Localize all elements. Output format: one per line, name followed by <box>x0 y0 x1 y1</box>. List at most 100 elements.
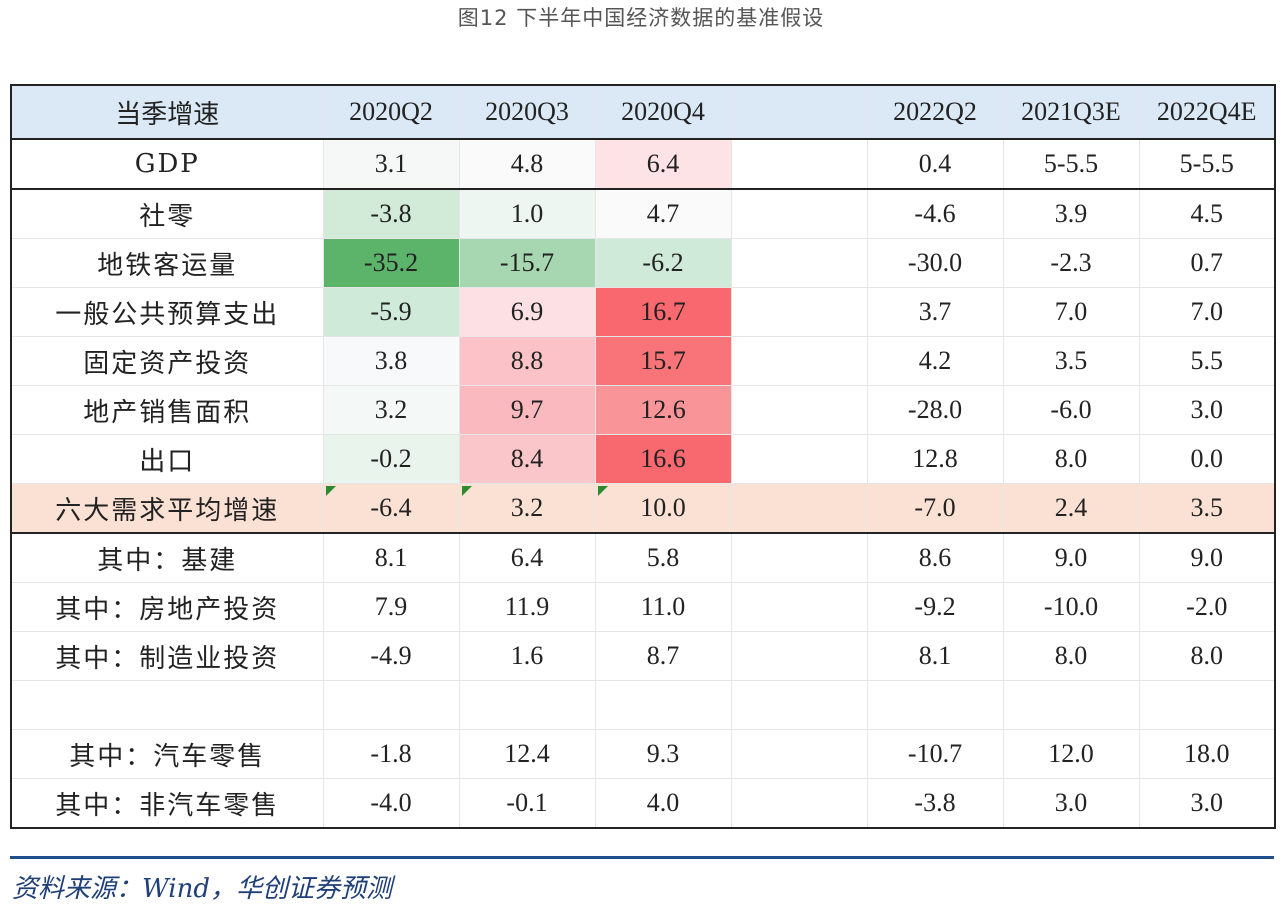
table-cell: -4.6 <box>866 188 1003 239</box>
table-cell <box>322 680 459 730</box>
table-row: 其中：非汽车零售 -4.0 -0.1 4.0 -3.8 3.0 3.0 <box>10 778 1275 828</box>
table-cell <box>730 729 867 779</box>
table-cell: 3.5 <box>1138 483 1275 534</box>
header-cell <box>730 84 867 140</box>
table-cell: -2.3 <box>1002 238 1139 288</box>
economic-assumptions-table: 当季增速 2020Q2 2020Q3 2020Q4 2022Q2 2021Q3E… <box>10 84 1276 829</box>
table-cell: 0.7 <box>1138 238 1275 288</box>
table-cell <box>730 680 867 730</box>
header-cell: 当季增速 <box>10 84 323 140</box>
table-cell: -0.1 <box>458 778 595 828</box>
table-cell: 12.0 <box>1002 729 1139 779</box>
table-cell: 8.4 <box>458 434 595 484</box>
table-cell: 8.1 <box>322 532 459 583</box>
table-row: 社零 -3.8 1.0 4.7 -4.6 3.9 4.5 <box>10 188 1275 239</box>
table-cell: 1.6 <box>458 631 595 681</box>
table-cell: 5.8 <box>594 532 731 583</box>
table-cell: 7.0 <box>1002 287 1139 337</box>
table-cell: 9.3 <box>594 729 731 779</box>
row-label: 地产销售面积 <box>10 385 323 435</box>
table-cell: 12.6 <box>594 385 731 435</box>
header-cell: 2020Q3 <box>458 84 595 140</box>
table-cell: 11.0 <box>594 582 731 632</box>
header-cell: 2022Q2 <box>866 84 1003 140</box>
table-cell: -5.9 <box>322 287 459 337</box>
row-label: 其中：汽车零售 <box>10 729 323 779</box>
data-table-container: 当季增速 2020Q2 2020Q3 2020Q4 2022Q2 2021Q3E… <box>10 84 1276 829</box>
table-cell <box>730 188 867 239</box>
table-cell: -3.8 <box>322 188 459 239</box>
row-label: 出口 <box>10 434 323 484</box>
table-cell: -0.2 <box>322 434 459 484</box>
source-note: 资料来源：Wind，华创证券预测 <box>12 874 392 904</box>
row-label: 其中：制造业投资 <box>10 631 323 681</box>
source-divider <box>10 856 1274 859</box>
table-cell: 3.0 <box>1002 778 1139 828</box>
header-cell: 2021Q3E <box>1002 84 1139 140</box>
table-cell: -4.0 <box>322 778 459 828</box>
row-label: GDP <box>10 138 323 190</box>
table-cell: 6.9 <box>458 287 595 337</box>
table-cell <box>730 385 867 435</box>
table-header-row: 当季增速 2020Q2 2020Q3 2020Q4 2022Q2 2021Q3E… <box>10 84 1275 140</box>
table-cell: 7.9 <box>322 582 459 632</box>
table-cell <box>1138 680 1275 730</box>
table-cell <box>730 138 867 190</box>
table-row: 其中：制造业投资 -4.9 1.6 8.7 8.1 8.0 8.0 <box>10 631 1275 681</box>
table-cell: -15.7 <box>458 238 595 288</box>
table-cell: -6.0 <box>1002 385 1139 435</box>
row-label: 地铁客运量 <box>10 238 323 288</box>
table-cell <box>594 680 731 730</box>
table-cell <box>730 582 867 632</box>
table-cell: 0.4 <box>866 138 1003 190</box>
table-cell <box>730 778 867 828</box>
table-cell: 0.0 <box>1138 434 1275 484</box>
table-row: 六大需求平均增速 -6.4 3.2 10.0 -7.0 2.4 3.5 <box>10 483 1275 534</box>
table-cell: 8.0 <box>1002 631 1139 681</box>
table-cell: -3.8 <box>866 778 1003 828</box>
table-cell: -1.8 <box>322 729 459 779</box>
table-cell: 4.0 <box>594 778 731 828</box>
header-cell: 2022Q4E <box>1138 84 1275 140</box>
table-row: 其中：基建 8.1 6.4 5.8 8.6 9.0 9.0 <box>10 532 1275 583</box>
table-cell: -6.2 <box>594 238 731 288</box>
table-row: 其中：汽车零售 -1.8 12.4 9.3 -10.7 12.0 18.0 <box>10 729 1275 779</box>
table-cell: 3.5 <box>1002 336 1139 386</box>
table-cell <box>458 680 595 730</box>
table-cell: 16.7 <box>594 287 731 337</box>
table-cell: -7.0 <box>866 483 1003 534</box>
table-row <box>10 680 1275 730</box>
table-cell: 3.0 <box>1138 778 1275 828</box>
table-cell <box>730 631 867 681</box>
table-cell: 3.2 <box>458 483 595 534</box>
table-cell: 8.6 <box>866 532 1003 583</box>
row-label: 其中：非汽车零售 <box>10 778 323 828</box>
table-cell: -4.9 <box>322 631 459 681</box>
table-row: GDP 3.1 4.8 6.4 0.4 5-5.5 5-5.5 <box>10 138 1275 190</box>
table-cell: 3.9 <box>1002 188 1139 239</box>
table-cell: 8.0 <box>1002 434 1139 484</box>
table-cell <box>730 287 867 337</box>
table-cell <box>730 483 867 534</box>
table-cell: 5.5 <box>1138 336 1275 386</box>
table-cell: -2.0 <box>1138 582 1275 632</box>
table-cell: 9.0 <box>1002 532 1139 583</box>
table-cell: 11.9 <box>458 582 595 632</box>
table-row: 出口 -0.2 8.4 16.6 12.8 8.0 0.0 <box>10 434 1275 484</box>
table-cell <box>730 336 867 386</box>
table-cell: -35.2 <box>322 238 459 288</box>
table-cell: 7.0 <box>1138 287 1275 337</box>
table-cell: 15.7 <box>594 336 731 386</box>
table-row: 地铁客运量 -35.2 -15.7 -6.2 -30.0 -2.3 0.7 <box>10 238 1275 288</box>
table-cell: 12.4 <box>458 729 595 779</box>
figure-caption: 图12 下半年中国经济数据的基准假设 <box>457 6 825 30</box>
table-cell <box>730 532 867 583</box>
table-cell: 4.2 <box>866 336 1003 386</box>
table-cell: 8.0 <box>1138 631 1275 681</box>
table-cell: 4.8 <box>458 138 595 190</box>
table-cell: 2.4 <box>1002 483 1139 534</box>
table-cell: -10.7 <box>866 729 1003 779</box>
table-cell <box>1002 680 1139 730</box>
table-cell: 4.5 <box>1138 188 1275 239</box>
table-cell: 10.0 <box>594 483 731 534</box>
